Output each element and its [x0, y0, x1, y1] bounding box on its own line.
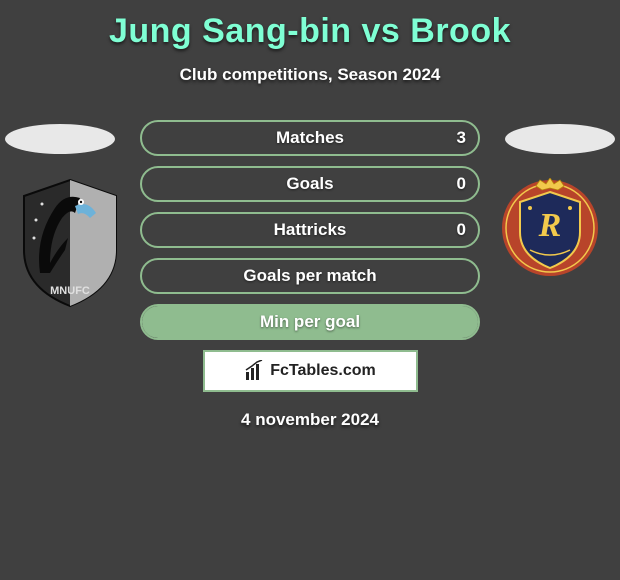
stat-row-min-per-goal: Min per goal [140, 304, 480, 340]
team-crest-left: MNUFC [20, 178, 120, 308]
stat-label: Goals [142, 168, 478, 200]
player-avatar-right [505, 124, 615, 154]
stat-row-goals: Goals 0 [140, 166, 480, 202]
svg-text:R: R [538, 207, 562, 244]
team-crest-right: R [500, 178, 600, 278]
branding-text: FcTables.com [270, 362, 376, 380]
stat-row-matches: Matches 3 [140, 120, 480, 156]
stat-label: Hattricks [142, 214, 478, 246]
stat-right-value: 0 [457, 214, 466, 246]
stat-right-value: 3 [457, 122, 466, 154]
stat-label: Matches [142, 122, 478, 154]
stat-row-hattricks: Hattricks 0 [140, 212, 480, 248]
stat-label: Goals per match [142, 260, 478, 292]
branding-badge: FcTables.com [203, 350, 418, 392]
stat-right-value: 0 [457, 168, 466, 200]
svg-text:MNUFC: MNUFC [50, 285, 90, 297]
stats-panel: Matches 3 Goals 0 Hattricks 0 Goals per … [140, 120, 480, 430]
stat-label: Min per goal [142, 306, 478, 338]
page-title: Jung Sang-bin vs Brook [0, 0, 620, 51]
chart-icon [244, 360, 266, 382]
date-text: 4 november 2024 [140, 410, 480, 430]
player-avatar-left [5, 124, 115, 154]
stat-row-goals-per-match: Goals per match [140, 258, 480, 294]
subtitle: Club competitions, Season 2024 [0, 65, 620, 85]
